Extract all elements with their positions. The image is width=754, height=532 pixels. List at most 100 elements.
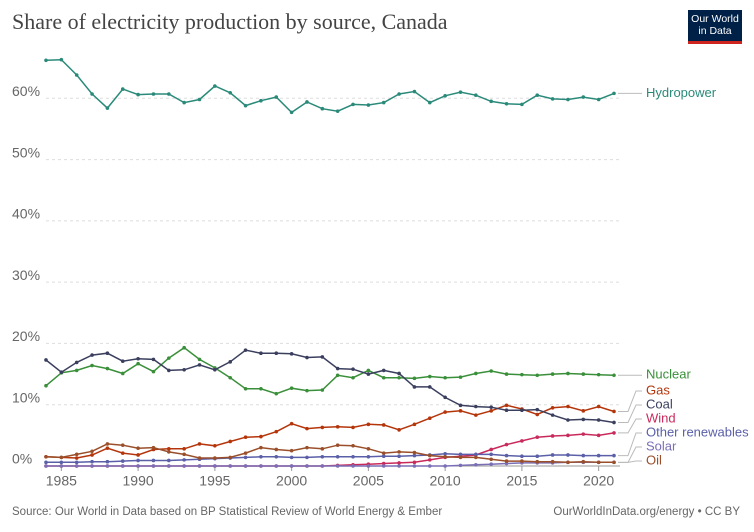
y-tick-label: 50% bbox=[12, 144, 40, 160]
point bbox=[412, 453, 417, 458]
point bbox=[182, 458, 186, 462]
point bbox=[351, 425, 355, 430]
point bbox=[289, 464, 294, 468]
point bbox=[289, 110, 294, 115]
point bbox=[474, 413, 478, 417]
point bbox=[381, 454, 386, 458]
y-tick-label: 0% bbox=[12, 451, 32, 467]
point bbox=[566, 433, 570, 438]
y-tick-label: 60% bbox=[12, 83, 40, 99]
point bbox=[243, 464, 248, 468]
point bbox=[74, 360, 79, 365]
point bbox=[90, 453, 94, 457]
point bbox=[320, 455, 325, 459]
point bbox=[351, 464, 355, 468]
point bbox=[412, 464, 417, 468]
point bbox=[74, 456, 79, 460]
point bbox=[504, 459, 509, 463]
point bbox=[167, 92, 171, 96]
legend-label: Nuclear bbox=[646, 367, 691, 382]
point bbox=[443, 455, 447, 459]
point bbox=[550, 459, 555, 464]
point bbox=[105, 459, 110, 464]
point bbox=[351, 455, 355, 459]
series-line bbox=[45, 58, 615, 114]
point bbox=[335, 464, 340, 468]
point bbox=[427, 453, 432, 458]
series-line bbox=[46, 452, 614, 464]
point bbox=[167, 464, 171, 468]
point bbox=[274, 95, 279, 99]
point bbox=[197, 442, 202, 446]
point bbox=[612, 460, 616, 465]
legend-label: Other renewables bbox=[646, 424, 749, 439]
chart-title: Share of electricity production by sourc… bbox=[12, 9, 448, 34]
point bbox=[289, 455, 294, 460]
point bbox=[381, 375, 386, 380]
point bbox=[596, 372, 601, 377]
point bbox=[412, 376, 417, 381]
point bbox=[474, 462, 478, 467]
point bbox=[228, 439, 233, 444]
point bbox=[520, 454, 524, 458]
point bbox=[550, 97, 555, 101]
point bbox=[44, 464, 48, 468]
point bbox=[305, 464, 309, 468]
point bbox=[305, 100, 309, 104]
point bbox=[366, 455, 371, 459]
point bbox=[351, 102, 355, 107]
point bbox=[305, 455, 309, 460]
point bbox=[90, 459, 94, 464]
point bbox=[320, 106, 325, 111]
legend-label: Coal bbox=[646, 396, 673, 411]
credit: OurWorldInData.org/energy • CC BY bbox=[553, 506, 740, 518]
series-line bbox=[45, 404, 615, 459]
point bbox=[90, 449, 94, 454]
point bbox=[566, 418, 570, 422]
point bbox=[167, 458, 171, 463]
point bbox=[44, 455, 48, 459]
point bbox=[458, 375, 463, 379]
point bbox=[412, 89, 417, 94]
point bbox=[274, 447, 279, 452]
point bbox=[151, 92, 156, 96]
point bbox=[381, 464, 386, 468]
point bbox=[504, 453, 509, 458]
point bbox=[243, 455, 248, 460]
point bbox=[550, 413, 555, 417]
point bbox=[443, 395, 447, 400]
point bbox=[366, 447, 371, 451]
point bbox=[259, 434, 263, 439]
point bbox=[120, 443, 125, 447]
point bbox=[182, 452, 186, 457]
point bbox=[412, 385, 417, 389]
point bbox=[44, 58, 48, 63]
point bbox=[74, 460, 79, 465]
point bbox=[305, 426, 309, 431]
point bbox=[259, 98, 263, 103]
point bbox=[581, 372, 586, 376]
point bbox=[443, 375, 447, 380]
point bbox=[550, 453, 555, 457]
point bbox=[90, 464, 94, 468]
point bbox=[550, 405, 555, 410]
point bbox=[243, 451, 248, 455]
point bbox=[228, 90, 233, 95]
point bbox=[44, 383, 48, 388]
point bbox=[120, 371, 125, 376]
point bbox=[335, 366, 340, 371]
point bbox=[581, 459, 586, 464]
point bbox=[105, 106, 110, 110]
point bbox=[427, 385, 432, 389]
point bbox=[366, 422, 371, 427]
point bbox=[458, 455, 463, 460]
point bbox=[489, 405, 493, 409]
point bbox=[381, 423, 386, 427]
label-leader bbox=[618, 418, 642, 434]
point bbox=[612, 431, 616, 435]
point bbox=[274, 429, 279, 434]
series-line bbox=[45, 346, 615, 395]
point bbox=[489, 369, 493, 373]
point bbox=[535, 407, 540, 412]
point bbox=[335, 455, 340, 459]
